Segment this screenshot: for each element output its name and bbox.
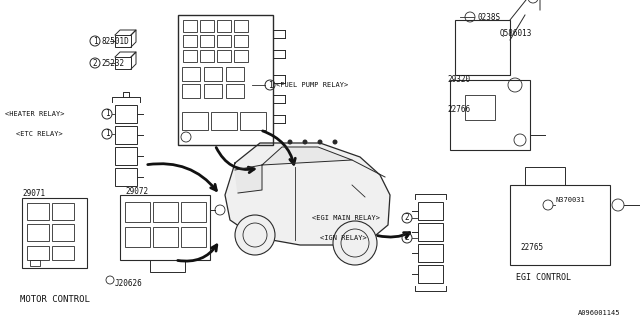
Bar bbox=[226, 84, 244, 98]
Bar bbox=[211, 112, 237, 130]
Bar bbox=[27, 203, 49, 220]
Bar bbox=[455, 20, 510, 75]
Bar bbox=[200, 20, 214, 32]
Text: N370031: N370031 bbox=[555, 197, 585, 203]
Circle shape bbox=[333, 140, 337, 145]
Bar bbox=[115, 168, 137, 186]
Text: 82501D: 82501D bbox=[101, 37, 129, 46]
Bar bbox=[418, 265, 443, 283]
Bar bbox=[217, 35, 231, 47]
Text: EGI CONTROL: EGI CONTROL bbox=[516, 274, 571, 283]
Bar bbox=[182, 67, 200, 81]
Circle shape bbox=[287, 140, 292, 145]
Bar bbox=[204, 67, 222, 81]
Text: <FUEL PUMP RELAY>: <FUEL PUMP RELAY> bbox=[276, 82, 348, 88]
Bar bbox=[52, 224, 74, 241]
Polygon shape bbox=[262, 147, 352, 165]
Bar bbox=[450, 80, 530, 150]
Text: Q586013: Q586013 bbox=[500, 28, 532, 37]
Text: <ETC RELAY>: <ETC RELAY> bbox=[16, 131, 63, 137]
Text: 2: 2 bbox=[404, 213, 410, 222]
Bar bbox=[125, 227, 150, 247]
Bar bbox=[234, 35, 248, 47]
Text: J20626: J20626 bbox=[115, 278, 143, 287]
Text: <EGI MAIN RELAY>: <EGI MAIN RELAY> bbox=[312, 215, 380, 221]
Bar bbox=[27, 224, 49, 241]
Text: A096001145: A096001145 bbox=[577, 310, 620, 316]
Text: MOTOR CONTROL: MOTOR CONTROL bbox=[20, 295, 90, 305]
Bar bbox=[153, 202, 178, 222]
Text: 29071: 29071 bbox=[22, 189, 45, 198]
Bar bbox=[115, 57, 131, 69]
Bar bbox=[183, 35, 197, 47]
Text: 29320: 29320 bbox=[447, 76, 470, 84]
Circle shape bbox=[317, 140, 323, 145]
Bar bbox=[27, 246, 49, 260]
Bar bbox=[120, 195, 210, 260]
Text: 1: 1 bbox=[105, 109, 109, 118]
Polygon shape bbox=[225, 143, 390, 245]
Bar bbox=[234, 20, 248, 32]
Circle shape bbox=[235, 215, 275, 255]
Circle shape bbox=[333, 221, 377, 265]
Polygon shape bbox=[235, 165, 262, 193]
Bar bbox=[115, 126, 137, 144]
Bar bbox=[204, 84, 222, 98]
Bar bbox=[200, 50, 214, 62]
Bar bbox=[115, 35, 131, 47]
Bar bbox=[115, 147, 137, 165]
Bar bbox=[22, 198, 87, 268]
Bar bbox=[125, 202, 150, 222]
Bar bbox=[30, 260, 40, 266]
Bar bbox=[200, 35, 214, 47]
Bar bbox=[181, 227, 206, 247]
Bar bbox=[418, 202, 443, 220]
Bar bbox=[153, 227, 178, 247]
Bar bbox=[150, 260, 185, 272]
Text: 2: 2 bbox=[404, 234, 410, 243]
Bar bbox=[183, 20, 197, 32]
Bar bbox=[418, 223, 443, 241]
Bar bbox=[240, 112, 266, 130]
Text: 29072: 29072 bbox=[125, 188, 148, 196]
Text: 0238S: 0238S bbox=[478, 12, 501, 21]
Text: 22766: 22766 bbox=[447, 106, 470, 115]
Bar bbox=[52, 246, 74, 260]
Bar bbox=[525, 167, 565, 185]
Bar bbox=[178, 15, 273, 145]
Bar bbox=[510, 185, 610, 265]
Text: <IGN RELAY>: <IGN RELAY> bbox=[320, 235, 367, 241]
Text: <HEATER RELAY>: <HEATER RELAY> bbox=[5, 111, 65, 117]
Bar bbox=[182, 112, 208, 130]
Bar bbox=[217, 20, 231, 32]
Bar bbox=[182, 84, 200, 98]
Text: 22765: 22765 bbox=[520, 244, 543, 252]
Bar bbox=[217, 50, 231, 62]
Text: 1: 1 bbox=[105, 130, 109, 139]
Text: 1: 1 bbox=[93, 36, 97, 45]
Bar bbox=[181, 202, 206, 222]
Circle shape bbox=[303, 140, 307, 145]
Bar bbox=[234, 50, 248, 62]
Bar bbox=[226, 67, 244, 81]
Bar bbox=[418, 244, 443, 262]
Bar bbox=[183, 50, 197, 62]
Bar bbox=[52, 203, 74, 220]
Bar bbox=[115, 105, 137, 123]
Text: 1: 1 bbox=[268, 81, 272, 90]
Text: 2: 2 bbox=[93, 59, 97, 68]
Bar bbox=[465, 95, 495, 120]
Text: 25232: 25232 bbox=[101, 60, 124, 68]
